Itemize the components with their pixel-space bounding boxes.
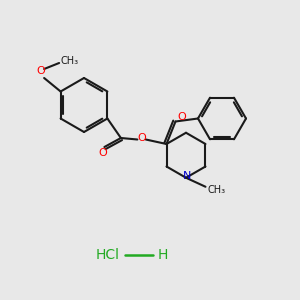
Text: H: H (158, 248, 168, 262)
Text: CH₃: CH₃ (61, 56, 79, 67)
Text: O: O (36, 67, 45, 76)
Text: CH₃: CH₃ (208, 185, 226, 195)
Text: HCl: HCl (96, 248, 120, 262)
Text: N: N (183, 171, 192, 181)
Text: O: O (137, 133, 146, 143)
Text: O: O (177, 112, 186, 122)
Text: O: O (98, 148, 107, 158)
